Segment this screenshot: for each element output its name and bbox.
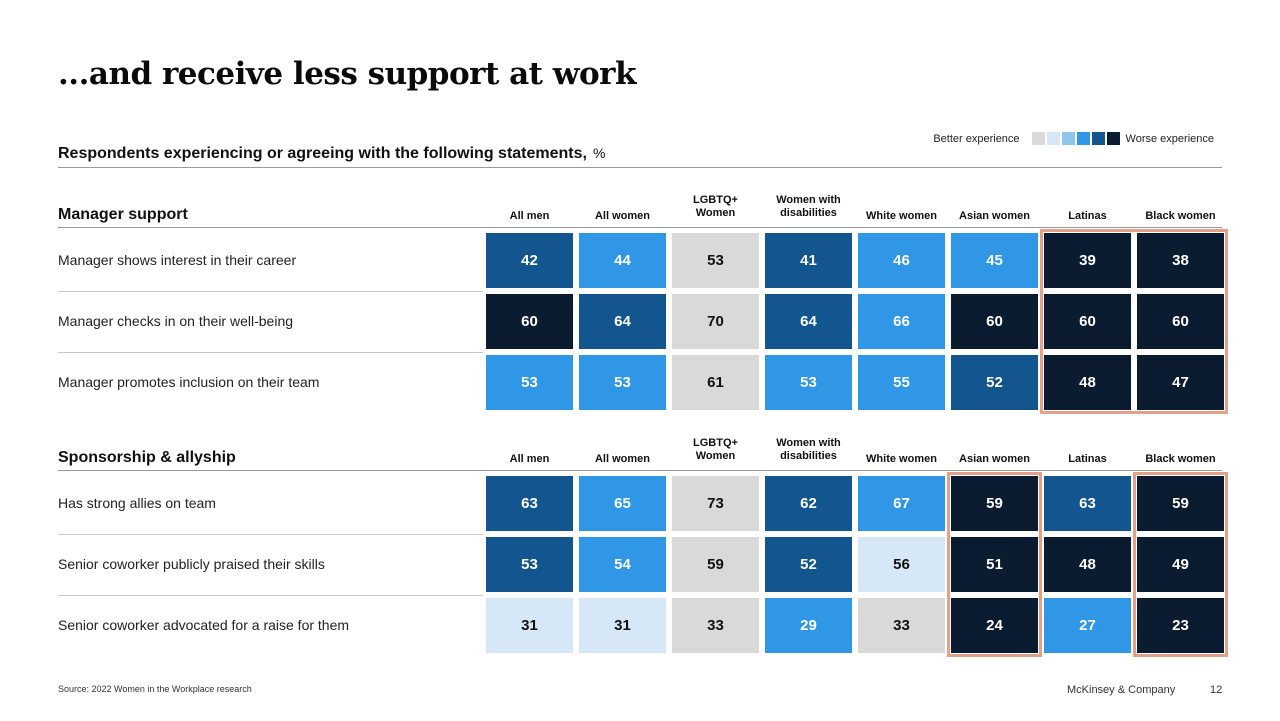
heatmap-cell: 73 [672, 476, 759, 531]
heatmap-cell: 66 [858, 294, 945, 349]
column-header: All women [594, 210, 650, 222]
column-header: Asian women [959, 210, 1030, 222]
heatmap-cell: 44 [579, 233, 666, 288]
heatmap-cell: 45 [951, 233, 1038, 288]
section-title: Sponsorship & allyship [58, 449, 236, 466]
legend-swatch [1091, 132, 1105, 145]
brand-label: McKinsey & Company [1067, 684, 1176, 696]
heatmap-cell: 63 [486, 476, 573, 531]
heatmap-cell: 24 [951, 598, 1038, 653]
heatmap-cell: 42 [486, 233, 573, 288]
column-header: Latinas [1068, 210, 1107, 222]
heatmap-cell: 47 [1137, 355, 1224, 410]
heatmap-cell: 41 [765, 233, 852, 288]
column-header: Black women [1145, 210, 1216, 222]
heatmap-cell: 52 [951, 355, 1038, 410]
column-header: All men [509, 210, 550, 222]
column-header: Latinas [1068, 453, 1107, 465]
heatmap-cell: 59 [1137, 476, 1224, 531]
legend-swatch [1076, 132, 1090, 145]
heatmap-cell: 38 [1137, 233, 1224, 288]
column-header: All men [509, 453, 550, 465]
heatmap-cell: 33 [858, 598, 945, 653]
heatmap-cell: 48 [1044, 537, 1131, 592]
header-divider [58, 470, 1222, 471]
chart-subtitle: Respondents experiencing or agreeing wit… [58, 145, 605, 163]
page-number: 12 [1210, 684, 1223, 696]
row-label: Has strong allies on team [58, 495, 216, 511]
column-header: LGBTQ+ Women [693, 194, 738, 219]
row-label: Senior coworker publicly praised their s… [58, 556, 325, 572]
heatmap-cell: 29 [765, 598, 852, 653]
page-title: ...and receive less support at work [58, 56, 636, 92]
heatmap-cell: 60 [486, 294, 573, 349]
column-header: Women with disabilities [776, 194, 841, 219]
source-note: Source: 2022 Women in the Workplace rese… [58, 684, 252, 694]
row-divider [58, 595, 483, 596]
heatmap-cell: 53 [672, 233, 759, 288]
row-label: Manager shows interest in their career [58, 252, 297, 268]
heatmap-cell: 54 [579, 537, 666, 592]
subtitle-text: Respondents experiencing or agreeing wit… [58, 145, 587, 162]
heatmap-cell: 64 [579, 294, 666, 349]
subtitle-divider [58, 167, 1222, 168]
column-header: Asian women [959, 453, 1030, 465]
heatmap-cell: 62 [765, 476, 852, 531]
heatmap-cell: 53 [579, 355, 666, 410]
heatmap-cell: 53 [486, 537, 573, 592]
legend-swatches [1031, 132, 1122, 145]
heatmap-cell: 61 [672, 355, 759, 410]
row-divider [58, 291, 483, 292]
heatmap-cell: 55 [858, 355, 945, 410]
heatmap-cell: 64 [765, 294, 852, 349]
heatmap-cell: 60 [1137, 294, 1224, 349]
legend-swatch [1046, 132, 1060, 145]
legend-swatch [1031, 132, 1045, 145]
heatmap-cell: 39 [1044, 233, 1131, 288]
column-header: White women [866, 210, 937, 222]
heatmap-cell: 52 [765, 537, 852, 592]
legend-swatch [1106, 132, 1120, 145]
heatmap-cell: 53 [765, 355, 852, 410]
heatmap-cell: 49 [1137, 537, 1224, 592]
section-sponsorship-allyship: Sponsorship & allyship All men All women LG… [58, 433, 1228, 666]
heatmap-cell: 70 [672, 294, 759, 349]
heatmap-cell: 59 [672, 537, 759, 592]
section-manager-support: Manager support All men All women LGBTQ+ Wom… [58, 190, 1228, 423]
row-label: Manager promotes inclusion on their team [58, 374, 320, 390]
heatmap-cell: 46 [858, 233, 945, 288]
heatmap-cell: 23 [1137, 598, 1224, 653]
heatmap-cell: 56 [858, 537, 945, 592]
heatmap-cell: 31 [579, 598, 666, 653]
column-header: White women [866, 453, 937, 465]
legend-worse-label: Worse experience [1125, 132, 1214, 145]
row-label: Senior coworker advocated for a raise fo… [58, 617, 350, 633]
color-legend: Better experience Worse experience [933, 132, 1214, 145]
heatmap-cell: 31 [486, 598, 573, 653]
column-header: LGBTQ+ Women [693, 437, 738, 462]
unit-label: % [592, 145, 606, 161]
legend-better-label: Better experience [933, 132, 1020, 145]
header-divider [58, 227, 1222, 228]
heatmap-cell: 60 [1044, 294, 1131, 349]
legend-swatch [1061, 132, 1075, 145]
heatmap-cell: 60 [951, 294, 1038, 349]
heatmap-cell: 33 [672, 598, 759, 653]
row-divider [58, 352, 483, 353]
column-header: All women [594, 453, 650, 465]
row-divider [58, 534, 483, 535]
heatmap-cell: 53 [486, 355, 573, 410]
heatmap-cell: 63 [1044, 476, 1131, 531]
heatmap-cell: 65 [579, 476, 666, 531]
column-header: Women with disabilities [776, 437, 841, 462]
heatmap-cell: 59 [951, 476, 1038, 531]
column-header: Black women [1145, 453, 1216, 465]
heatmap-cell: 67 [858, 476, 945, 531]
heatmap-cell: 51 [951, 537, 1038, 592]
section-title: Manager support [58, 206, 188, 223]
heatmap-cell: 48 [1044, 355, 1131, 410]
row-label: Manager checks in on their well-being [58, 313, 294, 329]
heatmap-cell: 27 [1044, 598, 1131, 653]
